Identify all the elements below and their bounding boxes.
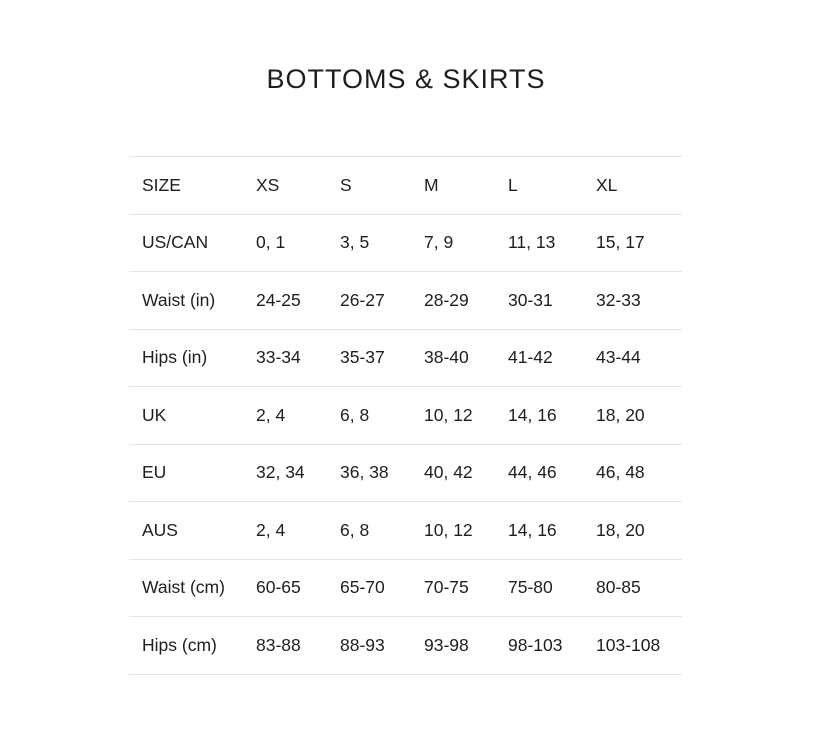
table-cell: 83-88 bbox=[243, 616, 327, 675]
table-row: Waist (cm) 60-65 65-70 70-75 75-80 80-85 bbox=[129, 558, 682, 617]
table-cell: 65-70 bbox=[327, 558, 411, 617]
table-cell: 32, 34 bbox=[243, 443, 327, 502]
table-cell: 14, 16 bbox=[495, 501, 583, 559]
table-cell: 93-98 bbox=[411, 616, 495, 675]
table-cell: 98-103 bbox=[495, 616, 583, 675]
table-cell: 2, 4 bbox=[243, 501, 327, 559]
table-cell: 36, 38 bbox=[327, 443, 411, 502]
table-row: US/CAN 0, 1 3, 5 7, 9 11, 13 15, 17 bbox=[129, 213, 682, 272]
table-cell: L bbox=[495, 156, 583, 214]
table-cell: 75-80 bbox=[495, 558, 583, 617]
table-cell: 46, 48 bbox=[583, 443, 682, 502]
table-cell: 32-33 bbox=[583, 271, 682, 329]
row-label: US/CAN bbox=[129, 213, 243, 272]
table-cell: 28-29 bbox=[411, 271, 495, 329]
page-title: BOTTOMS & SKIRTS bbox=[266, 64, 546, 94]
table-cell: XL bbox=[583, 156, 682, 214]
table-cell: M bbox=[411, 156, 495, 214]
table-cell: 60-65 bbox=[243, 558, 327, 617]
row-label: SIZE bbox=[129, 156, 243, 214]
table-row: Waist (in) 24-25 26-27 28-29 30-31 32-33 bbox=[129, 271, 682, 329]
table-cell: 41-42 bbox=[495, 328, 583, 387]
table-cell: 7, 9 bbox=[411, 213, 495, 272]
table-cell: 103-108 bbox=[583, 616, 682, 675]
table-cell: 24-25 bbox=[243, 271, 327, 329]
table-cell: 43-44 bbox=[583, 328, 682, 387]
row-label: Waist (cm) bbox=[129, 558, 243, 617]
table-cell: 70-75 bbox=[411, 558, 495, 617]
table-cell: 18, 20 bbox=[583, 386, 682, 444]
row-label: Waist (in) bbox=[129, 271, 243, 329]
table-cell: 44, 46 bbox=[495, 443, 583, 502]
table-cell: 35-37 bbox=[327, 328, 411, 387]
table-cell: 6, 8 bbox=[327, 386, 411, 444]
table-cell: 40, 42 bbox=[411, 443, 495, 502]
table-cell: 26-27 bbox=[327, 271, 411, 329]
table-cell: 0, 1 bbox=[243, 213, 327, 272]
table-cell: 11, 13 bbox=[495, 213, 583, 272]
table-cell: 10, 12 bbox=[411, 386, 495, 444]
table-cell: 10, 12 bbox=[411, 501, 495, 559]
table-cell: 80-85 bbox=[583, 558, 682, 617]
header-row: SIZE XS S M L XL bbox=[129, 156, 682, 214]
table-row: Hips (in) 33-34 35-37 38-40 41-42 43-44 bbox=[129, 328, 682, 387]
table-cell: S bbox=[327, 156, 411, 214]
row-label: Hips (in) bbox=[129, 328, 243, 387]
row-label: AUS bbox=[129, 501, 243, 559]
table-cell: 3, 5 bbox=[327, 213, 411, 272]
table-cell: 38-40 bbox=[411, 328, 495, 387]
size-chart-table: SIZE XS S M L XL US/CAN 0, 1 3, 5 7, 9 11, 13 15, 1… bbox=[129, 156, 682, 675]
table-cell: 18, 20 bbox=[583, 501, 682, 559]
table-row: EU 32, 34 36, 38 40, 42 44, 46 46, 48 bbox=[129, 443, 682, 502]
row-label: Hips (cm) bbox=[129, 616, 243, 675]
table-cell: 33-34 bbox=[243, 328, 327, 387]
table-row: AUS 2, 4 6, 8 10, 12 14, 16 18, 20 bbox=[129, 501, 682, 559]
table-cell: XS bbox=[243, 156, 327, 214]
row-label: EU bbox=[129, 443, 243, 502]
table-cell: 15, 17 bbox=[583, 213, 682, 272]
table-cell: 6, 8 bbox=[327, 501, 411, 559]
row-label: UK bbox=[129, 386, 243, 444]
table-cell: 88-93 bbox=[327, 616, 411, 675]
table-row: Hips (cm) 83-88 88-93 93-98 98-103 103-108 bbox=[129, 616, 682, 675]
table-cell: 2, 4 bbox=[243, 386, 327, 444]
table-cell: 30-31 bbox=[495, 271, 583, 329]
table-cell: 14, 16 bbox=[495, 386, 583, 444]
table-row: UK 2, 4 6, 8 10, 12 14, 16 18, 20 bbox=[129, 386, 682, 444]
